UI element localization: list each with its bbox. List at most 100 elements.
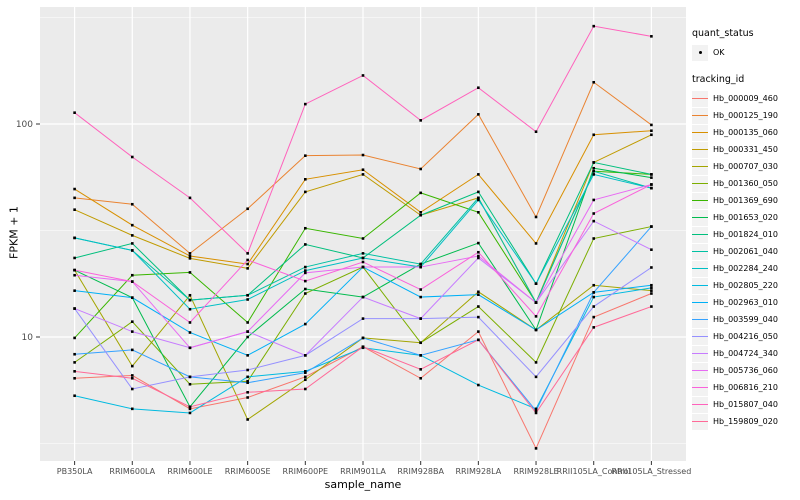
data-point[interactable] bbox=[73, 256, 76, 260]
data-point[interactable] bbox=[650, 123, 653, 127]
data-point[interactable] bbox=[246, 330, 249, 333]
data-point[interactable] bbox=[73, 187, 76, 191]
data-point[interactable] bbox=[592, 237, 596, 240]
data-point[interactable] bbox=[304, 178, 307, 181]
legend-item-Hb_000707_030[interactable]: Hb_000707_030 bbox=[692, 158, 798, 175]
data-point[interactable] bbox=[419, 295, 422, 299]
data-point[interactable] bbox=[246, 354, 249, 357]
data-point[interactable] bbox=[304, 154, 307, 157]
data-point[interactable] bbox=[650, 292, 653, 295]
data-point[interactable] bbox=[650, 305, 653, 308]
data-point[interactable] bbox=[592, 24, 596, 28]
data-point[interactable] bbox=[592, 166, 596, 170]
data-point[interactable] bbox=[650, 283, 653, 287]
data-point[interactable] bbox=[188, 196, 192, 200]
data-point[interactable] bbox=[188, 331, 192, 334]
legend-item-Hb_003599_040[interactable]: Hb_003599_040 bbox=[692, 311, 798, 328]
data-point[interactable] bbox=[130, 296, 134, 299]
data-point[interactable] bbox=[246, 258, 249, 262]
data-point[interactable] bbox=[477, 173, 480, 176]
data-point[interactable] bbox=[304, 378, 307, 382]
data-point[interactable] bbox=[534, 242, 538, 245]
data-point[interactable] bbox=[361, 336, 365, 340]
data-point[interactable] bbox=[477, 198, 480, 202]
data-point[interactable] bbox=[361, 168, 365, 172]
data-point[interactable] bbox=[477, 113, 480, 116]
data-point[interactable] bbox=[361, 260, 365, 264]
data-point[interactable] bbox=[188, 307, 192, 311]
data-point[interactable] bbox=[361, 153, 365, 157]
data-point[interactable] bbox=[130, 364, 134, 368]
data-point[interactable] bbox=[477, 254, 480, 258]
data-point[interactable] bbox=[419, 167, 422, 171]
data-point[interactable] bbox=[130, 280, 134, 283]
data-point[interactable] bbox=[592, 305, 596, 308]
data-point[interactable] bbox=[246, 298, 249, 301]
data-point[interactable] bbox=[361, 265, 365, 269]
legend-item-Hb_002061_040[interactable]: Hb_002061_040 bbox=[692, 243, 798, 260]
data-point[interactable] bbox=[130, 155, 134, 159]
data-point[interactable] bbox=[73, 307, 76, 310]
data-point[interactable] bbox=[304, 387, 307, 391]
data-point[interactable] bbox=[73, 268, 76, 272]
data-point[interactable] bbox=[188, 298, 192, 302]
data-point[interactable] bbox=[246, 418, 249, 421]
legend-item-Hb_002963_010[interactable]: Hb_002963_010 bbox=[692, 294, 798, 311]
legend-item-Hb_001824_010[interactable]: Hb_001824_010 bbox=[692, 226, 798, 243]
data-point[interactable] bbox=[188, 346, 192, 350]
data-point[interactable] bbox=[188, 411, 192, 415]
data-point[interactable] bbox=[188, 293, 192, 297]
data-point[interactable] bbox=[188, 271, 192, 274]
legend-item-Hb_000125_190[interactable]: Hb_000125_190 bbox=[692, 107, 798, 124]
data-point[interactable] bbox=[188, 257, 192, 260]
data-point[interactable] bbox=[361, 256, 365, 260]
data-point[interactable] bbox=[73, 111, 76, 114]
data-point[interactable] bbox=[246, 207, 249, 211]
data-point[interactable] bbox=[419, 368, 422, 371]
data-point[interactable] bbox=[304, 292, 307, 295]
data-point[interactable] bbox=[304, 102, 307, 106]
data-point[interactable] bbox=[246, 391, 249, 394]
data-point[interactable] bbox=[534, 315, 538, 318]
data-point[interactable] bbox=[130, 376, 134, 380]
data-point[interactable] bbox=[650, 186, 653, 190]
data-point[interactable] bbox=[246, 293, 249, 297]
data-point[interactable] bbox=[592, 315, 596, 319]
data-point[interactable] bbox=[73, 273, 76, 277]
data-point[interactable] bbox=[246, 335, 249, 339]
data-point[interactable] bbox=[534, 375, 538, 379]
data-point[interactable] bbox=[130, 273, 134, 277]
data-point[interactable] bbox=[534, 282, 538, 285]
data-point[interactable] bbox=[419, 262, 422, 266]
data-point[interactable] bbox=[419, 265, 422, 269]
data-point[interactable] bbox=[477, 86, 480, 90]
data-point[interactable] bbox=[246, 396, 249, 399]
data-point[interactable] bbox=[188, 321, 192, 324]
data-point[interactable] bbox=[130, 223, 134, 227]
data-point[interactable] bbox=[246, 267, 249, 270]
data-point[interactable] bbox=[304, 322, 307, 326]
data-point[interactable] bbox=[188, 382, 192, 386]
data-point[interactable] bbox=[130, 202, 134, 206]
data-point[interactable] bbox=[477, 210, 480, 214]
data-point[interactable] bbox=[477, 241, 480, 245]
data-point[interactable] bbox=[73, 236, 76, 240]
data-point[interactable] bbox=[304, 279, 307, 283]
data-point[interactable] bbox=[304, 271, 307, 275]
data-point[interactable] bbox=[361, 74, 365, 77]
data-point[interactable] bbox=[188, 252, 192, 255]
data-point[interactable] bbox=[477, 290, 480, 294]
legend-item-Hb_000135_060[interactable]: Hb_000135_060 bbox=[692, 124, 798, 141]
data-point[interactable] bbox=[534, 409, 538, 413]
data-point[interactable] bbox=[130, 374, 134, 377]
data-point[interactable] bbox=[188, 254, 192, 258]
data-point[interactable] bbox=[419, 288, 422, 291]
legend-item-Hb_015807_040[interactable]: Hb_015807_040 bbox=[692, 396, 798, 413]
data-point[interactable] bbox=[188, 405, 192, 409]
data-point[interactable] bbox=[304, 243, 307, 246]
data-point[interactable] bbox=[650, 173, 653, 176]
data-point[interactable] bbox=[361, 317, 365, 320]
data-point[interactable] bbox=[477, 305, 480, 308]
data-point[interactable] bbox=[361, 295, 365, 299]
data-point[interactable] bbox=[419, 210, 422, 214]
